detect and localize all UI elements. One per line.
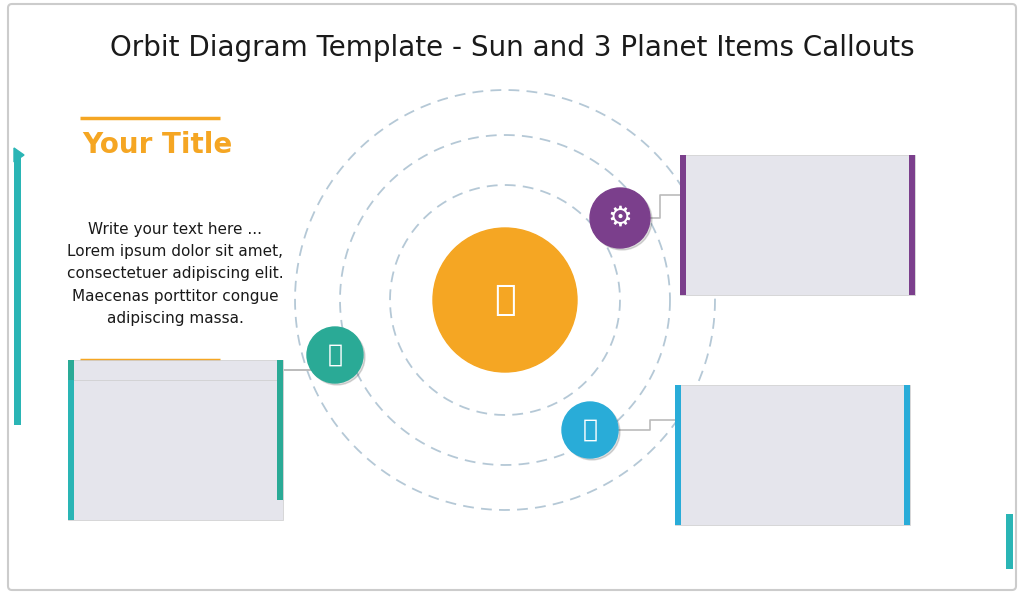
- Text: 💲: 💲: [583, 418, 597, 442]
- Circle shape: [562, 402, 618, 458]
- Bar: [909, 155, 915, 295]
- FancyBboxPatch shape: [8, 4, 1016, 590]
- Circle shape: [592, 190, 652, 250]
- Text: Write your text here ...
Lorem ipsum dolor sit
amet, consectetuer
adipiscing eli: Write your text here ... Lorem ipsum dol…: [92, 391, 259, 469]
- Bar: [1006, 514, 1013, 569]
- Circle shape: [433, 228, 577, 372]
- Polygon shape: [14, 148, 24, 162]
- Text: Orbit Diagram Template - Sun and 3 Planet Items Callouts: Orbit Diagram Template - Sun and 3 Plane…: [110, 34, 914, 62]
- Bar: [675, 385, 910, 525]
- Bar: [680, 155, 686, 295]
- Text: Write your text here ...
Lorem ipsum dolor sit
amet, consectetuer
adipiscing eli: Write your text here ... Lorem ipsum dol…: [92, 411, 259, 489]
- Circle shape: [309, 329, 365, 385]
- Bar: [680, 155, 915, 295]
- Text: Your Title: Your Title: [82, 131, 232, 159]
- Bar: [14, 155, 22, 425]
- Text: Write your text here ...
Lorem ipsum dolor sit
amet, consectetuer
adipiscing eli: Write your text here ... Lorem ipsum dol…: [710, 416, 876, 494]
- Bar: [675, 385, 681, 525]
- Bar: [68, 360, 283, 500]
- Text: 👤: 👤: [328, 343, 342, 367]
- Bar: [68, 380, 74, 520]
- Bar: [68, 360, 74, 500]
- Circle shape: [590, 188, 650, 248]
- Text: Write your text here ...
Lorem ipsum dolor sit amet,
consectetuer adipiscing eli: Write your text here ... Lorem ipsum dol…: [67, 222, 284, 326]
- Bar: [904, 385, 910, 525]
- Circle shape: [564, 404, 620, 460]
- Text: Write your text here ...
Lorem ipsum dolor sit
amet, consectetuer
adipiscing eli: Write your text here ... Lorem ipsum dol…: [714, 186, 881, 264]
- Bar: [68, 380, 283, 520]
- Text: ⚙: ⚙: [607, 204, 633, 232]
- Circle shape: [307, 327, 362, 383]
- Bar: [278, 360, 283, 500]
- Text: 📅: 📅: [495, 283, 516, 317]
